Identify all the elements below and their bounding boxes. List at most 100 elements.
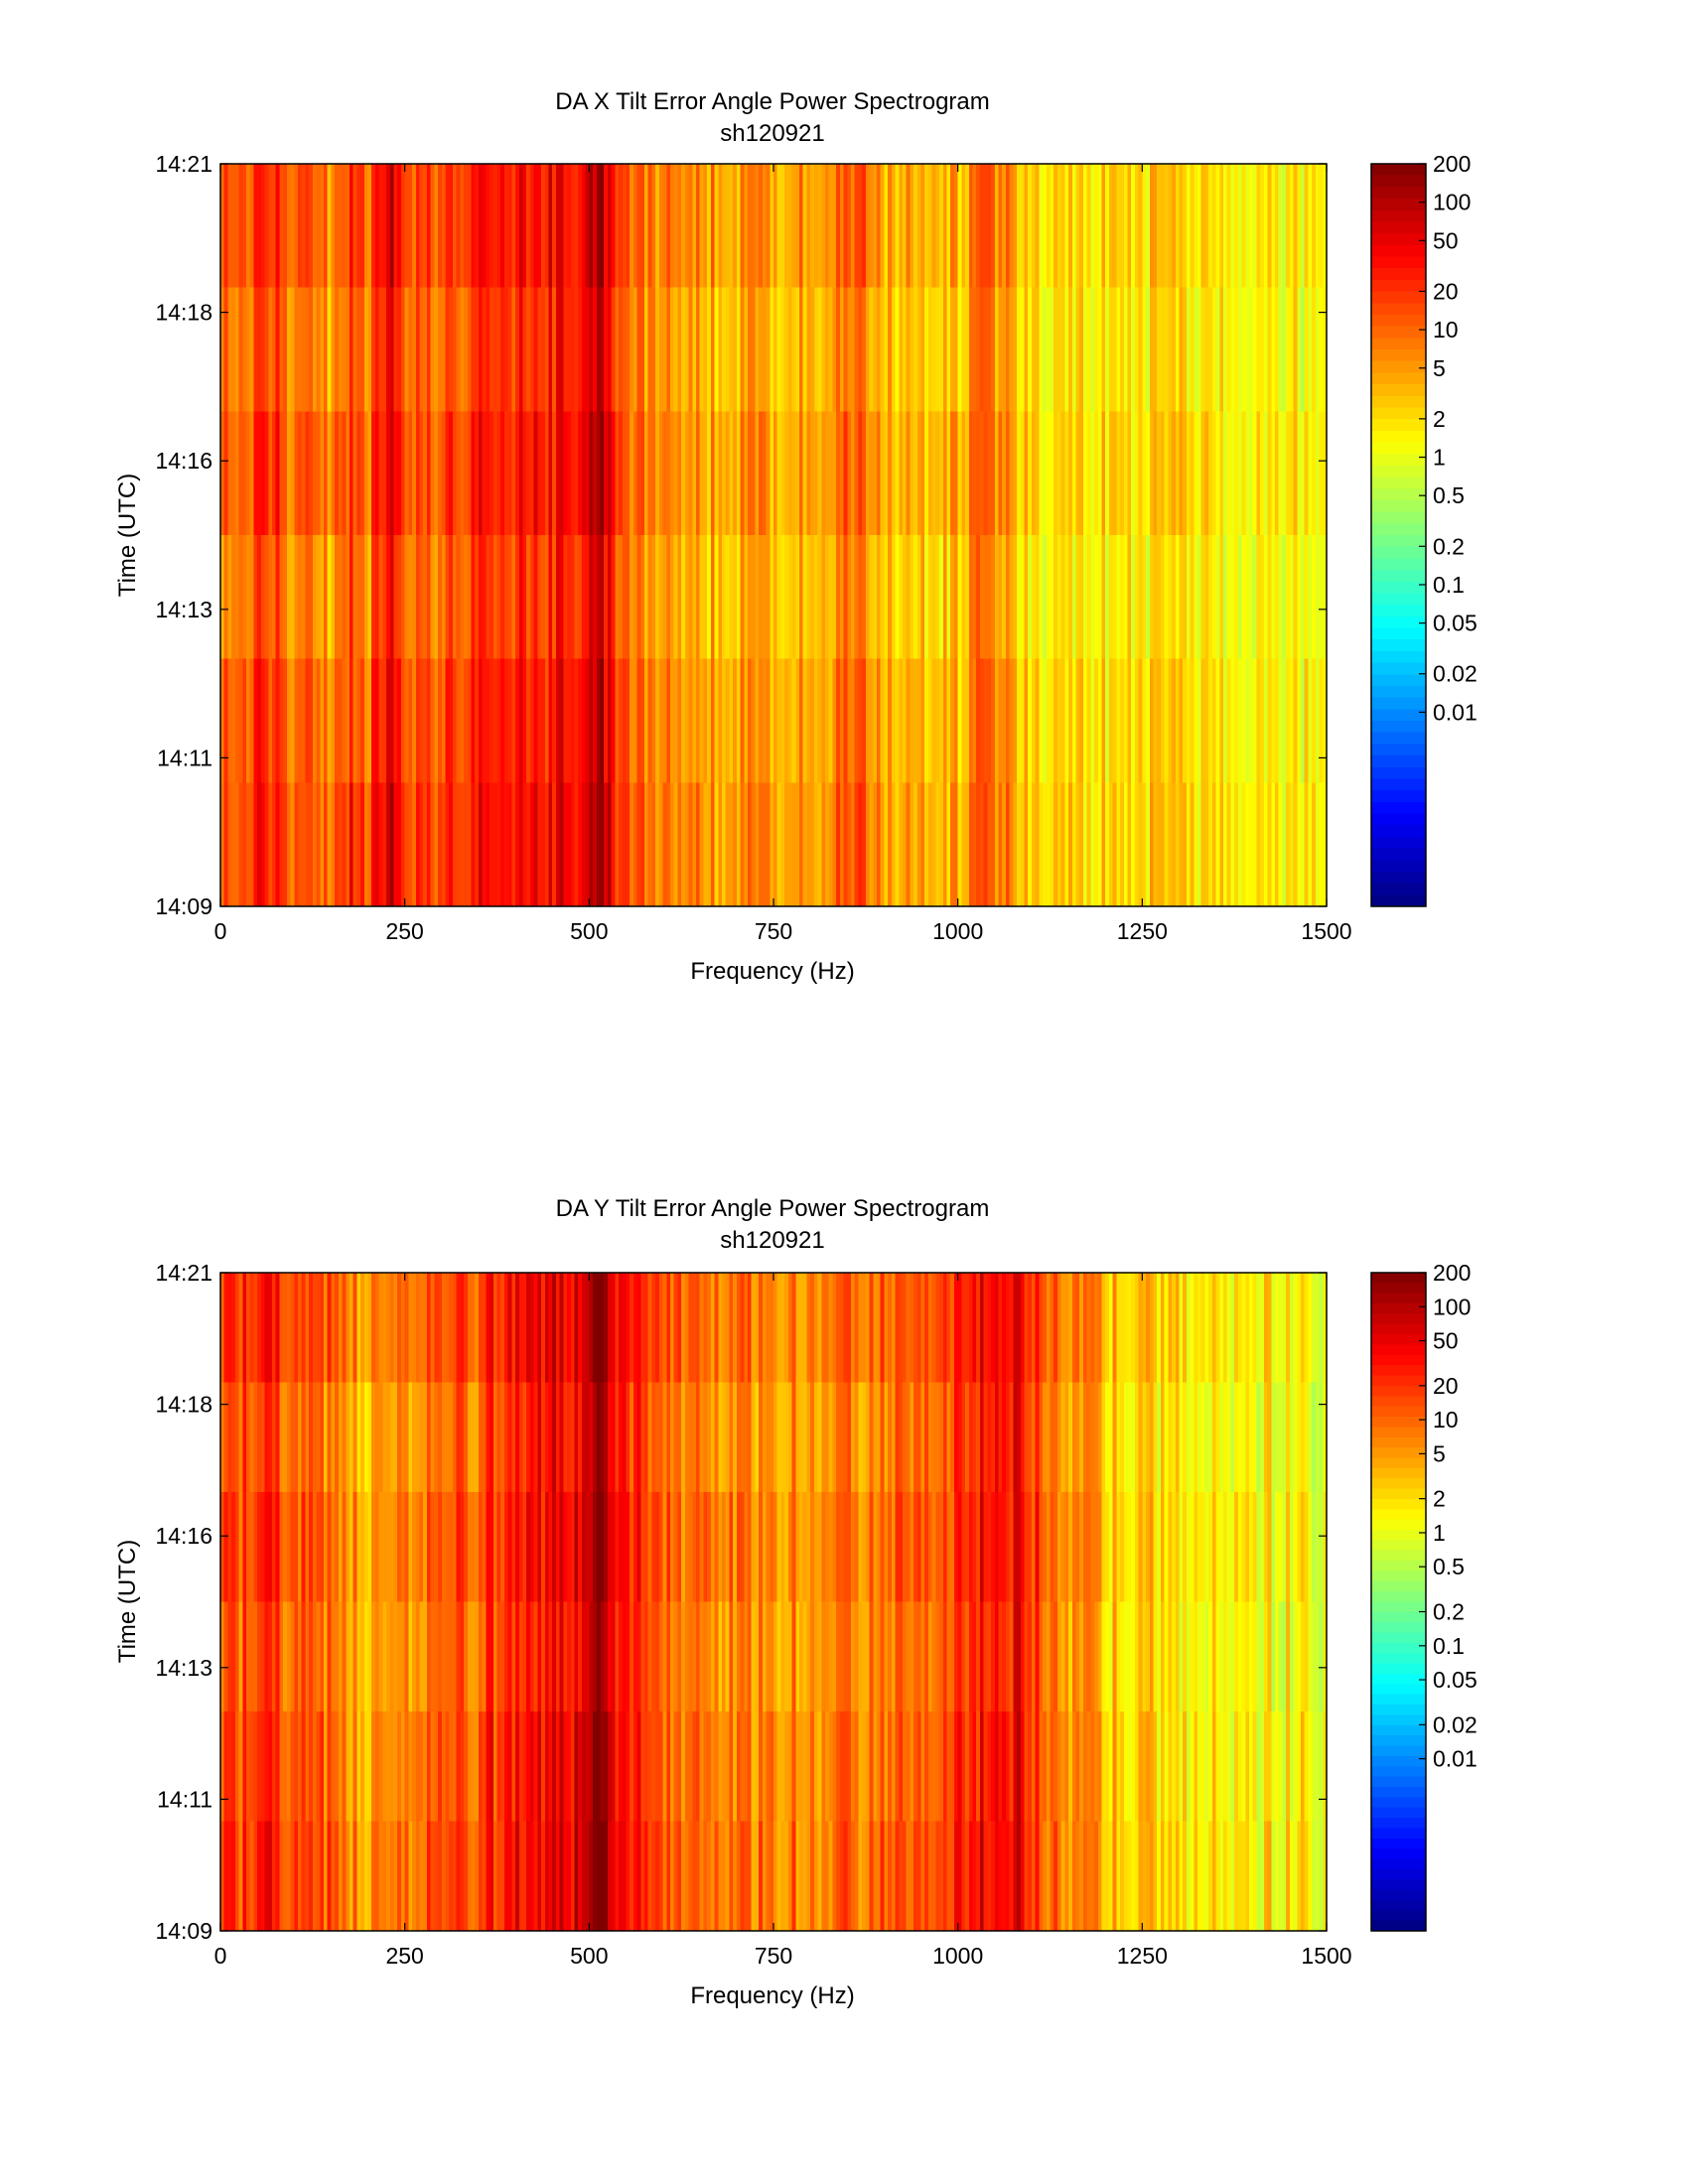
heatmap-cell [441, 1821, 447, 1932]
heatmap-cell [1215, 658, 1220, 783]
heatmap-cell [810, 535, 815, 660]
heatmap-cell [1297, 1711, 1302, 1823]
heatmap-cell [382, 782, 387, 907]
heatmap-cell [692, 1601, 697, 1712]
heatmap-cell [503, 411, 509, 536]
heatmap-cell [1323, 782, 1328, 907]
heatmap-cell [486, 1601, 491, 1712]
heatmap-cell [386, 1273, 391, 1384]
heatmap-cell [1013, 1601, 1018, 1712]
heatmap-cell [1017, 1382, 1022, 1493]
heatmap-cell [441, 782, 447, 907]
heatmap-cell [1208, 1821, 1213, 1932]
heatmap-cell [1249, 164, 1254, 289]
heatmap-cell [884, 1821, 889, 1932]
heatmap-cell [888, 1382, 893, 1493]
heatmap-cell [323, 164, 329, 289]
heatmap-cell [876, 1382, 882, 1493]
heatmap-cell [397, 1601, 402, 1712]
heatmap-cell [589, 658, 594, 783]
heatmap-cell [869, 1492, 874, 1603]
heatmap-cell [589, 782, 594, 907]
heatmap-cell [1183, 411, 1188, 536]
heatmap-cell [1105, 1382, 1110, 1493]
heatmap-cell [1031, 535, 1037, 660]
heatmap-cell [323, 535, 329, 660]
heatmap-cell [729, 535, 734, 660]
heatmap-cell [1267, 658, 1272, 783]
heatmap-cell [714, 1711, 719, 1823]
heatmap-cell [821, 1821, 826, 1932]
heatmap-cell [574, 1711, 579, 1823]
heatmap-cell [1079, 1492, 1084, 1603]
heatmap-cell [924, 1601, 929, 1712]
heatmap-cell [802, 164, 808, 289]
heatmap-cell [611, 658, 616, 783]
heatmap-cell [1134, 1273, 1140, 1384]
heatmap-cell [1028, 782, 1033, 907]
heatmap-cell [397, 1821, 402, 1932]
heatmap-cell [802, 1601, 808, 1712]
heatmap-cell [636, 658, 641, 783]
heatmap-cell [1120, 535, 1125, 660]
heatmap-cell [776, 411, 782, 536]
heatmap-cell [991, 658, 996, 783]
heatmap-cell [942, 1711, 948, 1823]
heatmap-cell [301, 411, 307, 536]
heatmap-cell [810, 658, 815, 783]
heatmap-cell [836, 1711, 841, 1823]
colorbar-swatch [1371, 256, 1426, 269]
heatmap-cell [1271, 658, 1276, 783]
heatmap-cell [626, 1273, 631, 1384]
y-tick-label: 14:21 [155, 1260, 212, 1286]
heatmap-cell [776, 287, 782, 412]
heatmap-cell [736, 658, 742, 783]
heatmap-cell [286, 658, 292, 783]
heatmap-cell [1075, 782, 1080, 907]
heatmap-cell [1175, 1492, 1181, 1603]
heatmap-cell [895, 782, 900, 907]
heatmap-cell [968, 1273, 974, 1384]
heatmap-cell [1060, 1821, 1065, 1932]
heatmap-cell [1009, 658, 1014, 783]
heatmap-cell [294, 1601, 299, 1712]
heatmap-cell [492, 1821, 498, 1932]
heatmap-cell [813, 782, 819, 907]
heatmap-cell [305, 1601, 310, 1712]
heatmap-cell [821, 287, 826, 412]
heatmap-cell [264, 782, 269, 907]
heatmap-cell [655, 1601, 660, 1712]
heatmap-cell [1064, 535, 1069, 660]
heatmap-cell [888, 1492, 893, 1603]
colorbar-swatch [1371, 801, 1426, 815]
heatmap-cell [762, 1273, 768, 1384]
heatmap-cell [1263, 411, 1269, 536]
heatmap-cell [371, 658, 376, 783]
heatmap-cell [526, 1492, 531, 1603]
x-tick-label: 1000 [932, 918, 983, 944]
heatmap-cell [692, 1492, 697, 1603]
heatmap-cell [426, 1382, 432, 1493]
heatmap-cell [1013, 535, 1018, 660]
heatmap-cell [774, 1601, 778, 1712]
colorbar-swatch [1371, 1848, 1426, 1860]
heatmap-cell [876, 411, 882, 536]
heatmap-cell [1079, 287, 1084, 412]
heatmap-cell [798, 1821, 804, 1932]
heatmap-cell [286, 164, 292, 289]
heatmap-cell [1282, 1273, 1287, 1384]
heatmap-cell [393, 1711, 398, 1823]
heatmap-cell [766, 1273, 771, 1384]
heatmap-cell [633, 1601, 638, 1712]
heatmap-cell [305, 1711, 310, 1823]
heatmap-cell [1134, 782, 1140, 907]
heatmap-cell [802, 1711, 808, 1823]
heatmap-cell [1286, 658, 1291, 783]
heatmap-cell [817, 411, 822, 536]
heatmap-cell [434, 1711, 439, 1823]
heatmap-cell [953, 411, 959, 536]
heatmap-cell [630, 658, 634, 783]
heatmap-cell [1043, 782, 1048, 907]
heatmap-cell [751, 1601, 757, 1712]
heatmap-cell [1108, 535, 1114, 660]
